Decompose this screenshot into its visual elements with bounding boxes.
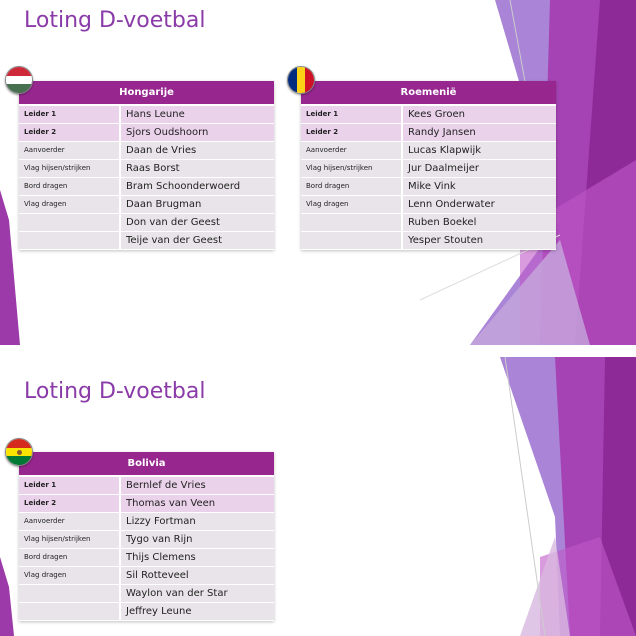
player-name-cell: Sil Rotteveel [120,566,274,585]
role-cell [19,213,121,232]
role-cell [19,231,121,250]
role-cell: Bord dragen [19,548,121,567]
table-row: Bord dragen Mike Vink [301,177,556,196]
role-cell: Vlag dragen [19,195,121,214]
team-table: Hongarije Leider 1 Hans Leune Leider 2 Sjors… [19,81,274,250]
role-cell: Leider 1 [19,476,121,495]
table-row: Leider 2 Sjors Oudshoorn [19,123,274,142]
table-row: Leider 1 Hans Leune [19,105,274,124]
team-table-hongarije: Hongarije Leider 1 Hans Leune Leider 2 Sjors… [19,81,274,250]
role-cell: Bord dragen [301,177,403,196]
player-name-cell: Don van der Geest [120,213,274,232]
role-cell [19,602,121,621]
role-cell [19,584,121,603]
player-name-cell: Yesper Stouten [402,231,556,250]
table-row: Vlag hijsen/strijken Jur Daalmeijer [301,159,556,178]
table-row: Aanvoerder Daan de Vries [19,141,274,160]
role-cell: Vlag hijsen/strijken [19,530,121,549]
player-name-cell: Kees Groen [402,105,556,124]
player-name-cell: Ruben Boekel [402,213,556,232]
slide-2: Loting D-voetbal Bolivia Leider 1 Bernlef … [0,357,636,636]
role-cell: Leider 2 [19,123,121,142]
role-cell: Leider 1 [301,105,403,124]
romania-flag-icon [287,66,315,94]
team-table-roemenie: Roemenië Leider 1 Kees Groen Leider 2 Randy … [301,81,556,250]
player-name-cell: Thijs Clemens [120,548,274,567]
table-row: Vlag dragen Sil Rotteveel [19,566,274,585]
player-name-cell: Bram Schoonderwoerd [120,177,274,196]
player-name-cell: Tygo van Rijn [120,530,274,549]
table-row: Aanvoerder Lizzy Fortman [19,512,274,531]
table-row: Ruben Boekel [301,213,556,232]
role-cell: Aanvoerder [19,141,121,160]
slide-1: Loting D-voetbal Hongarije Leider 1 Hans L… [0,0,636,345]
table-row: Vlag hijsen/strijken Raas Borst [19,159,274,178]
role-cell [301,231,403,250]
table-row: Vlag dragen Daan Brugman [19,195,274,214]
role-cell: Vlag hijsen/strijken [19,159,121,178]
role-cell: Vlag dragen [301,195,403,214]
player-name-cell: Daan de Vries [120,141,274,160]
table-row: Jeffrey Leune [19,602,274,621]
player-name-cell: Jeffrey Leune [120,602,274,621]
table-row: Leider 2 Randy Jansen [301,123,556,142]
table-header-hongarije: Hongarije [19,81,274,106]
player-name-cell: Bernlef de Vries [120,476,274,495]
hungary-flag-icon [5,66,33,94]
bolivia-flag-icon [5,438,33,466]
table-row: Vlag hijsen/strijken Tygo van Rijn [19,530,274,549]
table-row: Teije van der Geest [19,231,274,250]
table-row: Vlag dragen Lenn Onderwater [301,195,556,214]
role-cell: Aanvoerder [301,141,403,160]
slide-decoration [0,0,636,345]
role-cell: Leider 2 [301,123,403,142]
player-name-cell: Randy Jansen [402,123,556,142]
role-cell: Vlag dragen [19,566,121,585]
player-name-cell: Jur Daalmeijer [402,159,556,178]
player-name-cell: Waylon van der Star [120,584,274,603]
table-row: Bord dragen Thijs Clemens [19,548,274,567]
role-cell: Aanvoerder [19,512,121,531]
slide-decoration [0,357,636,636]
team-table: Roemenië Leider 1 Kees Groen Leider 2 Randy … [301,81,556,250]
table-row: Bord dragen Bram Schoonderwoerd [19,177,274,196]
player-name-cell: Daan Brugman [120,195,274,214]
player-name-cell: Lizzy Fortman [120,512,274,531]
table-header-bolivia: Bolivia [19,452,274,477]
role-cell: Leider 1 [19,105,121,124]
player-name-cell: Thomas van Veen [120,494,274,513]
role-cell: Bord dragen [19,177,121,196]
table-row: Leider 1 Bernlef de Vries [19,476,274,495]
table-row: Don van der Geest [19,213,274,232]
slide-title: Loting D-voetbal [24,379,206,404]
table-row: Yesper Stouten [301,231,556,250]
player-name-cell: Raas Borst [120,159,274,178]
player-name-cell: Lucas Klapwijk [402,141,556,160]
player-name-cell: Sjors Oudshoorn [120,123,274,142]
table-row: Waylon van der Star [19,584,274,603]
table-row: Aanvoerder Lucas Klapwijk [301,141,556,160]
player-name-cell: Mike Vink [402,177,556,196]
slide-title: Loting D-voetbal [24,8,206,33]
player-name-cell: Hans Leune [120,105,274,124]
role-cell: Vlag hijsen/strijken [301,159,403,178]
role-cell: Leider 2 [19,494,121,513]
table-row: Leider 1 Kees Groen [301,105,556,124]
player-name-cell: Teije van der Geest [120,231,274,250]
table-header-roemeni: Roemenië [301,81,556,106]
role-cell [301,213,403,232]
table-row: Leider 2 Thomas van Veen [19,494,274,513]
player-name-cell: Lenn Onderwater [402,195,556,214]
